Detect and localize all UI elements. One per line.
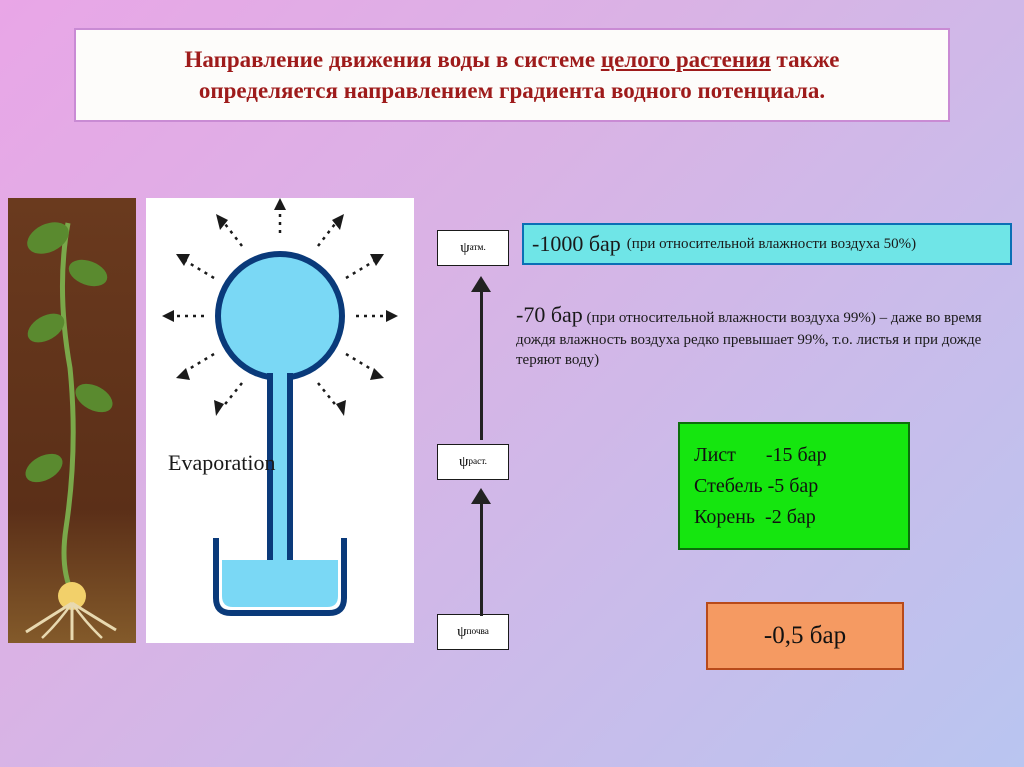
title-line1-prefix: Направление движения воды в системе — [185, 47, 601, 72]
arrow-head-icon — [471, 276, 491, 292]
evaporation-label: Evaporation — [168, 450, 276, 475]
orange-text: -0,5 бар — [764, 622, 846, 650]
arrow-up-1 — [467, 276, 495, 440]
green-row-root: Корень -2 бар — [694, 506, 894, 529]
title-underlined: целого растения — [601, 47, 771, 72]
evaporation-svg: Evaporation — [146, 198, 414, 643]
box-1000-bar: -1000 бар (при относительной влажности в… — [522, 223, 1012, 265]
arrow-shaft — [480, 292, 483, 440]
box-1000-note: (при относительной влажности воздуха 50%… — [627, 236, 916, 253]
psi-plant-label: ψраст. — [437, 444, 509, 480]
box-1000-main: -1000 бар — [532, 231, 621, 257]
text-70-note: (при относительной влажности воздуха 99%… — [516, 310, 982, 368]
green-box: Лист -15 бар Стебель -5 бар Корень -2 ба… — [678, 422, 910, 550]
arrow-head-icon — [471, 488, 491, 504]
green-row-leaf: Лист -15 бар — [694, 444, 894, 467]
plant-photo — [8, 198, 136, 643]
title-box: Направление движения воды в системе цело… — [74, 28, 950, 122]
orange-box: -0,5 бар — [706, 602, 904, 670]
green-row-stem: Стебель -5 бар — [694, 475, 894, 498]
plant-photo-svg — [8, 198, 136, 643]
arrow-up-2 — [467, 488, 495, 616]
title-line1-suffix: также — [771, 47, 840, 72]
title-line2: определяется направлением градиента водн… — [199, 78, 825, 103]
text-70-bar: -70 бар (при относительной влажности воз… — [516, 300, 1008, 370]
evaporation-panel: Evaporation — [146, 198, 414, 643]
psi-soil-label: ψпочва — [437, 614, 509, 650]
arrow-shaft — [480, 504, 483, 616]
text-70-main: -70 бар — [516, 302, 583, 327]
psi-atm-label: ψатм. — [437, 230, 509, 266]
